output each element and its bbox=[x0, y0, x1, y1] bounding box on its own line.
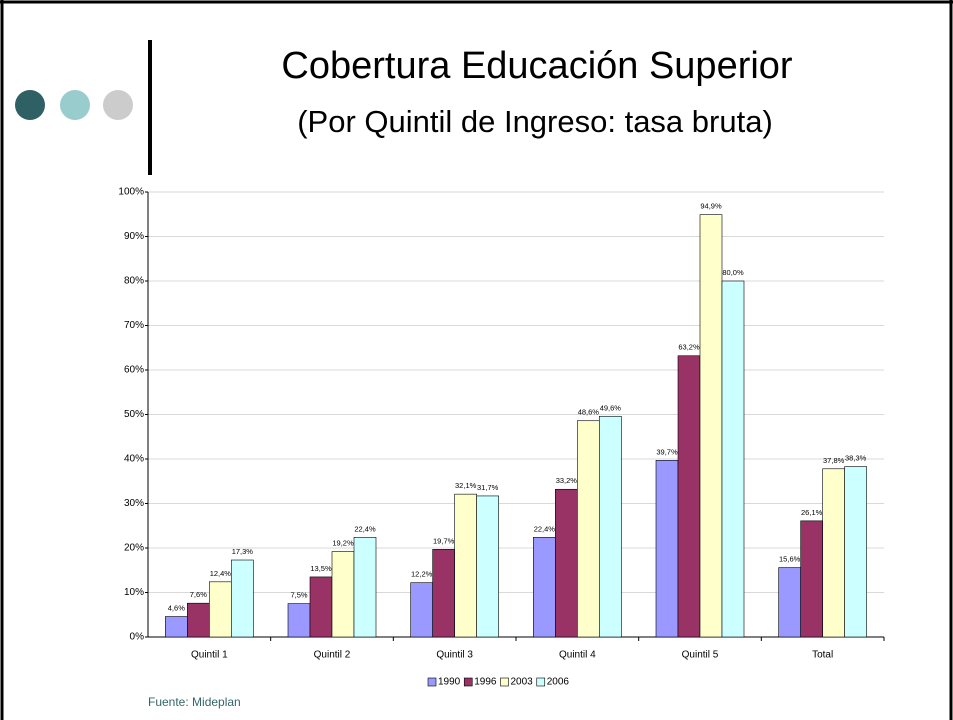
value-label: 38,3% bbox=[845, 454, 867, 463]
subtitle: (Por Quintil de Ingreso: tasa bruta) bbox=[297, 104, 773, 139]
value-label: 33,2% bbox=[556, 476, 578, 485]
bar bbox=[476, 495, 499, 638]
bar bbox=[353, 537, 377, 638]
bar bbox=[655, 460, 679, 638]
value-label: 49,6% bbox=[600, 403, 622, 412]
value-label: 7,5% bbox=[290, 591, 307, 600]
value-label: 15,6% bbox=[779, 555, 801, 564]
value-label: 17,3% bbox=[232, 547, 254, 556]
value-label: 12,4% bbox=[210, 569, 232, 578]
value-label: 26,1% bbox=[801, 508, 823, 517]
bar bbox=[209, 581, 232, 638]
bar bbox=[410, 582, 433, 638]
source: Fuente: Mideplan bbox=[148, 695, 241, 709]
x-tick-label: Quintil 3 bbox=[436, 650, 473, 661]
legend-swatch bbox=[463, 677, 473, 687]
value-label: 37,8% bbox=[823, 456, 845, 465]
x-tick-label: Quintil 5 bbox=[682, 650, 719, 661]
value-label: 80,0% bbox=[722, 268, 744, 277]
bar bbox=[699, 214, 723, 638]
x-tick-label: Quintil 2 bbox=[314, 650, 351, 661]
bar bbox=[187, 602, 210, 638]
value-label: 12,2% bbox=[411, 570, 433, 579]
dot bbox=[60, 90, 90, 120]
y-tick-label: 10% bbox=[124, 587, 144, 598]
bar bbox=[822, 468, 845, 638]
legend-label: 2006 bbox=[547, 677, 570, 688]
x-tick-label: Quintil 4 bbox=[559, 650, 596, 661]
x-tick-label: Total bbox=[812, 650, 833, 661]
value-label: 32,1% bbox=[455, 481, 477, 490]
legend-swatch bbox=[427, 677, 437, 687]
legend-swatch bbox=[500, 677, 509, 687]
bar bbox=[287, 603, 311, 638]
bar bbox=[432, 549, 455, 638]
value-label: 22,4% bbox=[354, 524, 376, 533]
bar bbox=[844, 466, 867, 638]
y-tick-label: 0% bbox=[130, 632, 145, 643]
y-tick-label: 80% bbox=[124, 276, 144, 287]
value-label: 4,6% bbox=[168, 604, 185, 613]
legend-swatch bbox=[536, 677, 546, 687]
y-tick-label: 30% bbox=[124, 498, 144, 509]
bar bbox=[721, 280, 745, 638]
value-label: 48,6% bbox=[578, 408, 600, 417]
bar bbox=[454, 493, 477, 638]
y-tick-label: 90% bbox=[124, 231, 144, 242]
legend-label: 1990 bbox=[438, 677, 461, 688]
dot bbox=[103, 90, 133, 120]
y-tick-label: 60% bbox=[124, 365, 144, 376]
value-label: 13,5% bbox=[310, 564, 332, 573]
y-tick-label: 100% bbox=[118, 187, 144, 198]
bar bbox=[555, 488, 578, 638]
bar bbox=[599, 415, 622, 638]
y-tick-label: 50% bbox=[124, 409, 144, 420]
dot bbox=[15, 90, 45, 120]
y-tick-label: 20% bbox=[124, 543, 144, 554]
bar bbox=[165, 616, 188, 638]
bar bbox=[231, 559, 254, 638]
value-label: 19,7% bbox=[433, 536, 455, 545]
bar bbox=[577, 420, 600, 638]
value-label: 7,6% bbox=[190, 590, 207, 599]
bar bbox=[778, 567, 801, 638]
legend-label: 1996 bbox=[474, 677, 497, 688]
bar bbox=[800, 520, 823, 638]
value-label: 39,7% bbox=[656, 447, 678, 456]
y-tick-label: 40% bbox=[124, 454, 144, 465]
value-label: 94,9% bbox=[700, 202, 722, 211]
bar bbox=[331, 551, 355, 638]
bar bbox=[677, 355, 701, 638]
value-label: 63,2% bbox=[678, 343, 700, 352]
bar bbox=[533, 537, 556, 638]
value-label: 19,2% bbox=[332, 539, 354, 548]
bar bbox=[309, 576, 333, 638]
value-label: 31,7% bbox=[477, 483, 499, 492]
y-tick-label: 70% bbox=[124, 320, 144, 331]
value-label: 22,4% bbox=[534, 524, 556, 533]
legend-label: 2003 bbox=[511, 677, 534, 688]
title: Cobertura Educación Superior bbox=[281, 45, 793, 87]
x-tick-label: Quintil 1 bbox=[191, 650, 228, 661]
chart: 0% 10% 20% 30% 40% 50% 60% 70% 80% 90% 100% Quintil… bbox=[118, 187, 885, 688]
